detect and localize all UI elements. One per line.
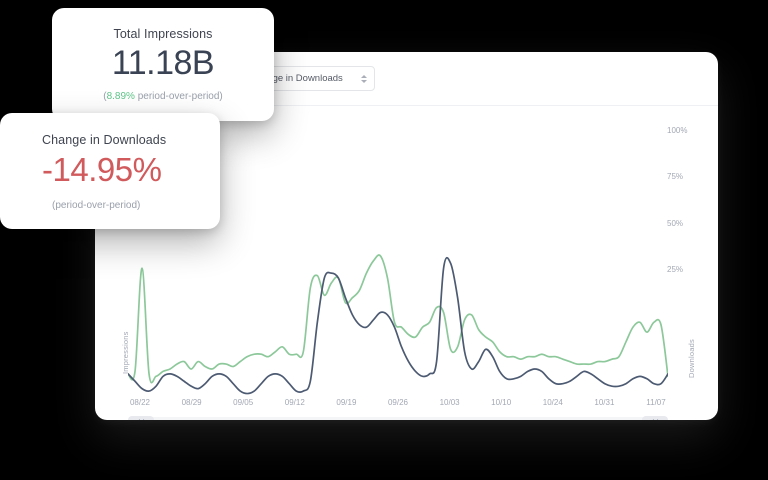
stat-card-title: Total Impressions	[113, 27, 213, 41]
x-axis-tick: 09/19	[336, 398, 357, 407]
stat-card-delta: (8.89% period-over-period)	[52, 91, 274, 102]
x-axis-tick: 10/10	[491, 398, 512, 407]
series-line-change-in-downloads	[128, 256, 668, 395]
stat-card-sub: (period-over-period)	[52, 200, 141, 212]
y-axis-right-label: Downloads	[687, 339, 696, 378]
stat-card-value: 11.18B	[111, 44, 215, 82]
x-axis-tick: 08/22	[129, 398, 151, 407]
chart-plot-area[interactable]	[128, 106, 668, 396]
x-axis-tick: 10/24	[542, 398, 563, 407]
x-axis-tick: 10/03	[439, 398, 460, 407]
stat-card-value: -14.95%	[42, 151, 162, 188]
y-axis-right-tick-25: 25%	[667, 265, 684, 274]
chart-body: 100 Impressions 100% 75% 50% 25% Downloa…	[95, 106, 718, 420]
chart-scrollbar[interactable]	[128, 416, 668, 420]
x-axis-tick: 09/26	[387, 398, 409, 407]
stat-card-delta-prefix: (	[103, 91, 107, 103]
metric-select-value: ange in Downloads	[262, 73, 343, 84]
x-axis: 08/22 08/29 09/05 09/12 09/19 09/26 10/03 10/10…	[128, 398, 668, 412]
y-axis-right-tick-50: 50%	[667, 219, 684, 228]
scrollbar-track[interactable]	[128, 417, 668, 420]
chevron-updown-icon	[360, 73, 367, 85]
header-divider	[95, 105, 718, 106]
stat-card-delta-suffix: period-over-period)	[134, 91, 223, 103]
y-axis-right-tick-100: 100%	[667, 126, 688, 135]
analytics-panel: ange in Downloads 100 Impressions 100% 7…	[95, 52, 718, 420]
stat-card-total-impressions: Total Impressions 11.18B (8.89% period-o…	[52, 8, 274, 121]
scrollbar-handle-right[interactable]	[642, 416, 668, 420]
x-axis-tick: 08/29	[181, 398, 202, 407]
x-axis-tick: 09/12	[284, 398, 305, 407]
chart-svg	[128, 254, 668, 395]
y-axis-right-tick-75: 75%	[667, 172, 684, 181]
stat-card-change-in-downloads: Change in Downloads -14.95% (period-over…	[0, 113, 220, 229]
x-axis-tick: 10/31	[594, 398, 615, 407]
x-axis-tick: 09/05	[233, 398, 254, 407]
x-axis-tick: 11/07	[646, 398, 666, 407]
scrollbar-handle-left[interactable]	[128, 416, 154, 420]
series-line-impressions	[128, 254, 668, 384]
stat-card-title: Change in Downloads	[42, 133, 167, 147]
stat-card-delta-value: 8.89%	[106, 91, 135, 103]
